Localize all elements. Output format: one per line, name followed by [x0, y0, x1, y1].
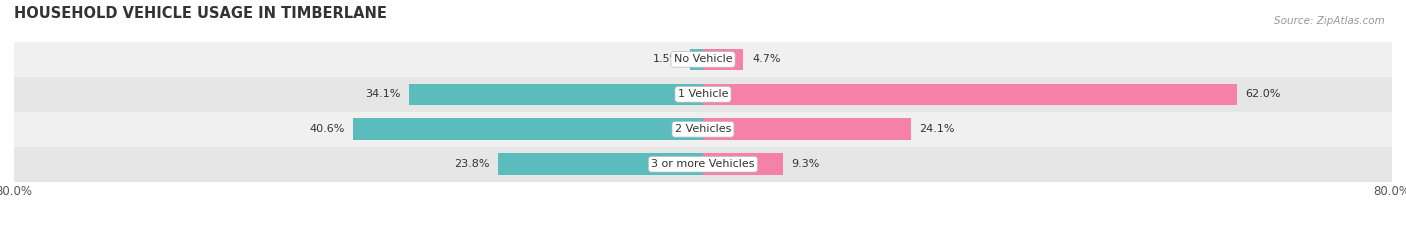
Bar [14, 77, 1392, 112]
Bar [703, 49, 744, 70]
Bar [703, 154, 783, 175]
Bar [14, 42, 1392, 77]
Bar [14, 112, 1392, 147]
Text: 1 Vehicle: 1 Vehicle [678, 89, 728, 99]
Text: No Vehicle: No Vehicle [673, 55, 733, 64]
Text: 3 or more Vehicles: 3 or more Vehicles [651, 159, 755, 169]
Bar [690, 49, 703, 70]
Bar [353, 118, 703, 140]
Bar [14, 147, 1392, 182]
Text: 4.7%: 4.7% [752, 55, 780, 64]
Text: 23.8%: 23.8% [454, 159, 489, 169]
Text: 2 Vehicles: 2 Vehicles [675, 124, 731, 134]
Bar [703, 84, 1237, 105]
Text: 34.1%: 34.1% [366, 89, 401, 99]
Text: 40.6%: 40.6% [309, 124, 344, 134]
Text: HOUSEHOLD VEHICLE USAGE IN TIMBERLANE: HOUSEHOLD VEHICLE USAGE IN TIMBERLANE [14, 6, 387, 21]
Text: 62.0%: 62.0% [1246, 89, 1281, 99]
Bar [703, 118, 911, 140]
Text: Source: ZipAtlas.com: Source: ZipAtlas.com [1274, 16, 1385, 26]
Bar [498, 154, 703, 175]
Text: 1.5%: 1.5% [654, 55, 682, 64]
Text: 9.3%: 9.3% [792, 159, 820, 169]
Bar [409, 84, 703, 105]
Text: 24.1%: 24.1% [920, 124, 955, 134]
